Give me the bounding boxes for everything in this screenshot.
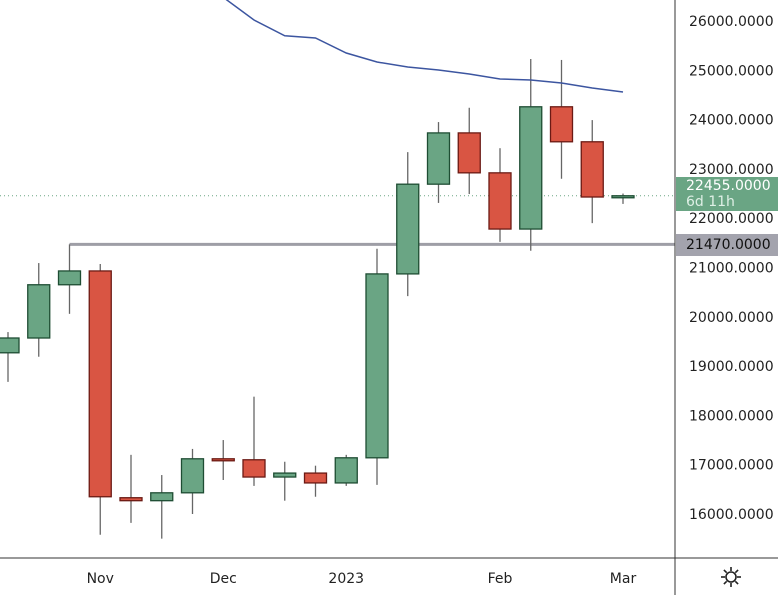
candle <box>150 475 174 539</box>
candle <box>27 263 51 357</box>
moving-average-line <box>225 0 624 93</box>
candle-body <box>611 195 635 199</box>
y-tick-label: 18000.0000 <box>689 408 774 424</box>
candle <box>119 454 143 523</box>
candle <box>611 193 635 204</box>
candle-body <box>150 492 174 502</box>
candle <box>303 465 328 497</box>
candle <box>365 248 389 485</box>
horizontal-level-tag: 21470.0000 <box>676 234 778 256</box>
candle-body <box>488 172 512 230</box>
candle-body <box>426 132 451 185</box>
candle-body <box>365 273 389 459</box>
y-tick-label: 23000.0000 <box>689 162 774 178</box>
candle-body <box>273 472 297 478</box>
candle-body <box>457 132 481 174</box>
x-tick-label: Feb <box>488 571 513 587</box>
candle-body <box>519 106 543 230</box>
candle <box>242 396 266 486</box>
candle <box>457 107 481 195</box>
x-tick-label: Nov <box>87 571 114 587</box>
candle-body <box>549 106 574 143</box>
candle-body <box>303 472 328 484</box>
y-tick-label: 19000.0000 <box>689 359 774 375</box>
candle <box>488 148 512 242</box>
x-tick-label: Dec <box>210 571 237 587</box>
candle-body <box>334 457 358 484</box>
candle <box>88 264 112 535</box>
candle <box>519 58 543 251</box>
x-tick-label: 2023 <box>328 571 364 587</box>
candle <box>580 120 604 224</box>
y-tick-label: 22000.0000 <box>689 211 774 227</box>
y-tick-label: 21000.0000 <box>689 261 774 277</box>
candle-body <box>211 458 235 462</box>
candle <box>549 59 574 179</box>
candle-body <box>119 497 143 502</box>
candle-body <box>57 270 82 286</box>
candle-body <box>180 458 205 494</box>
y-tick-label: 17000.0000 <box>689 458 774 474</box>
y-tick-label: 24000.0000 <box>689 113 774 129</box>
candle-body <box>88 270 112 498</box>
y-tick-label: 26000.0000 <box>689 14 774 30</box>
bar-countdown: 6d 11h <box>686 194 735 210</box>
horizontal-level-label: 21470.0000 <box>686 237 771 253</box>
last-price-label: 22455.0000 <box>686 178 771 194</box>
candle <box>426 122 451 203</box>
candle-body <box>27 284 51 339</box>
candle <box>334 454 358 486</box>
candle-body <box>242 459 266 478</box>
candle-body <box>0 337 20 354</box>
last-price-tag: 22455.0000 6d 11h <box>676 177 778 211</box>
candle <box>0 332 20 382</box>
candle <box>396 152 420 297</box>
candle <box>57 244 82 314</box>
y-tick-label: 20000.0000 <box>689 310 774 326</box>
candle <box>273 461 297 501</box>
candle <box>211 440 235 480</box>
y-tick-label: 25000.0000 <box>689 63 774 79</box>
candle-body <box>580 141 604 198</box>
y-tick-label: 16000.0000 <box>689 507 774 523</box>
candle <box>180 448 205 514</box>
x-tick-label: Mar <box>610 571 637 587</box>
gear-icon[interactable] <box>720 566 742 588</box>
candle-body <box>396 183 420 275</box>
